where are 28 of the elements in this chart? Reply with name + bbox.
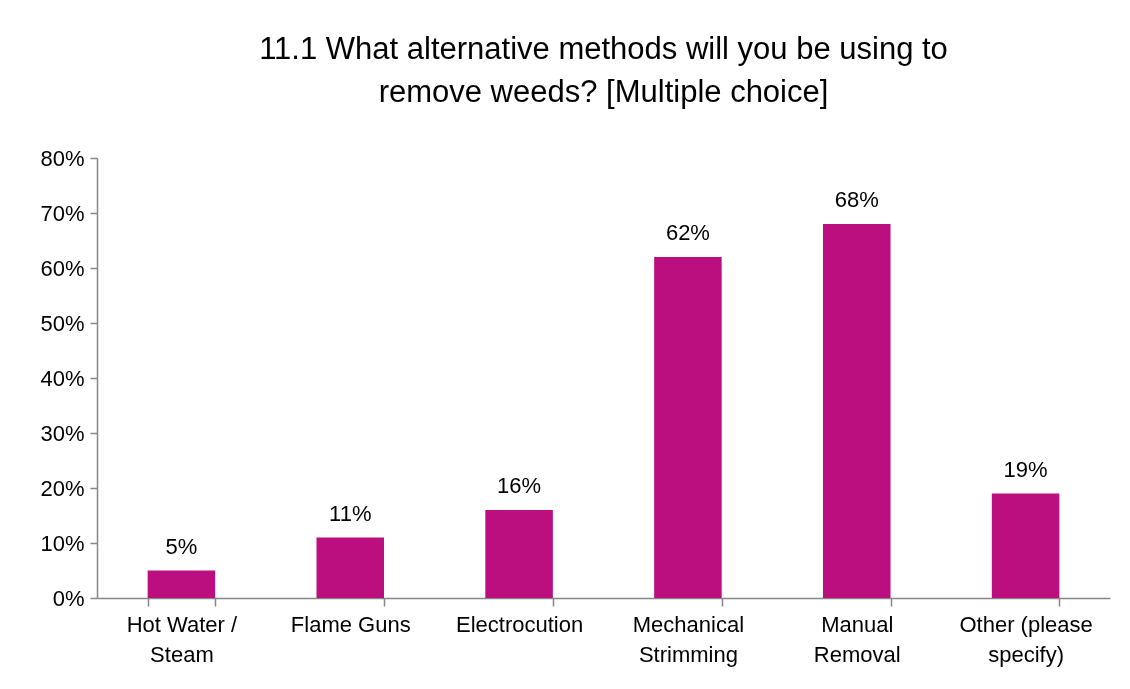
- data-label: 16%: [497, 473, 542, 498]
- bar: [654, 257, 722, 598]
- x-tick-label: Flame Guns: [290, 611, 411, 637]
- y-tick-label: 40%: [40, 365, 85, 391]
- data-label: 19%: [1003, 456, 1048, 482]
- chart-title: 11.1 What alternative methods will you be using to remove weeds? [Multiple choice]: [259, 31, 948, 109]
- data-label: 62%: [665, 220, 710, 245]
- bar: [991, 493, 1060, 598]
- y-tick-label: 0%: [52, 585, 85, 611]
- x-tick-label: Electrocution: [455, 611, 584, 637]
- data-label: 68%: [834, 187, 879, 212]
- y-tick-label: 60%: [40, 255, 85, 281]
- data-label: 11%: [329, 500, 372, 526]
- y-tick-label: 10%: [40, 530, 85, 556]
- x-tick-label: Hot Water / Steam: [126, 611, 239, 667]
- x-tick-label: Mechanical Strimming: [632, 611, 745, 667]
- y-tick-label: 80%: [40, 145, 85, 171]
- x-tick-label: Other (please specify): [959, 611, 1093, 667]
- y-tick-label: 20%: [40, 475, 85, 501]
- bar: [316, 537, 385, 598]
- data-label: 5%: [165, 533, 198, 559]
- y-tick-label: 70%: [40, 200, 85, 226]
- bar: [485, 510, 553, 598]
- bar: [147, 570, 216, 598]
- x-tick-label: Manual Removal: [813, 611, 901, 667]
- y-tick-label: 30%: [40, 420, 85, 446]
- bar: [822, 224, 891, 598]
- y-tick-label: 50%: [40, 310, 85, 336]
